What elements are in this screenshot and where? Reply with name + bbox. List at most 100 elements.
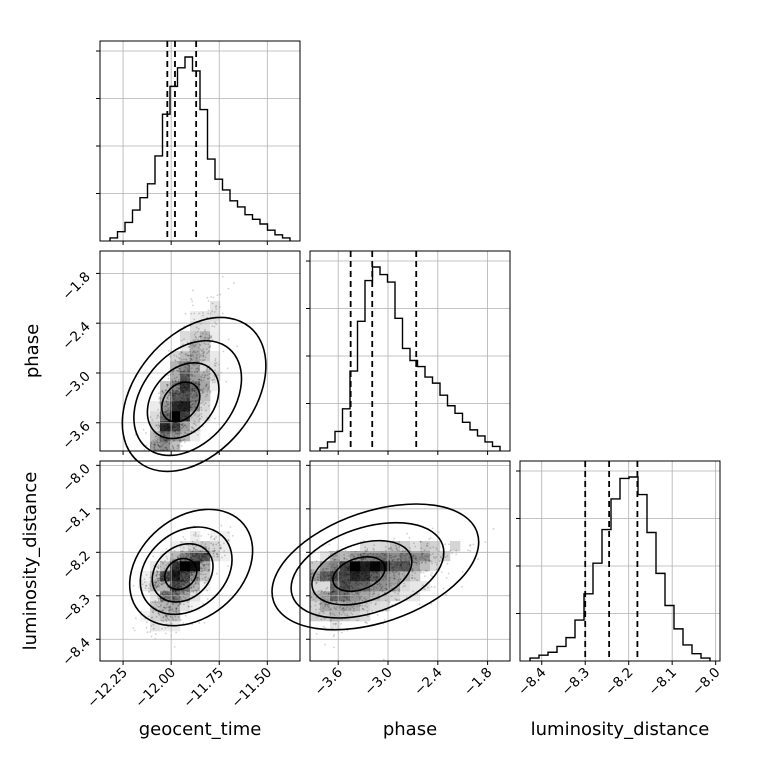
sample-point (173, 570, 176, 573)
sample-point (192, 289, 195, 292)
sample-point (178, 577, 180, 580)
sample-point (172, 572, 175, 575)
density-cell (210, 551, 221, 562)
sample-point (177, 444, 180, 447)
sample-point (178, 589, 181, 592)
sample-point (198, 555, 201, 558)
sample-point (194, 387, 196, 390)
sample-point (187, 370, 190, 372)
sample-point (155, 615, 158, 618)
sample-point (204, 374, 207, 376)
sample-point (184, 415, 186, 418)
sample-point (190, 563, 192, 566)
sample-point (179, 403, 182, 406)
sample-point (159, 576, 161, 579)
sample-point (172, 573, 175, 576)
sample-point (164, 614, 167, 617)
sample-point (183, 591, 186, 594)
sample-point (211, 550, 214, 553)
sample-point (157, 444, 160, 447)
sample-point (202, 555, 205, 558)
sample-point (165, 401, 168, 404)
sample-point (187, 570, 190, 573)
sample-point (167, 429, 170, 432)
sample-point (179, 426, 182, 429)
sample-point (219, 544, 222, 546)
sample-point (185, 560, 188, 563)
sample-point (178, 373, 181, 376)
sample-point (174, 402, 176, 405)
sample-point (187, 413, 189, 416)
sample-point (168, 561, 171, 564)
sample-point (181, 561, 184, 564)
sample-point (182, 391, 184, 394)
sample-point (181, 424, 184, 427)
sample-point (158, 609, 161, 611)
sample-point (179, 566, 182, 569)
sample-point (180, 351, 183, 353)
sample-point (191, 403, 193, 406)
sample-point (178, 576, 180, 578)
sample-point (194, 533, 197, 536)
sample-point (178, 554, 181, 557)
sample-point (192, 395, 195, 398)
sample-point (160, 583, 163, 586)
sample-point (181, 390, 184, 392)
sample-point (193, 318, 196, 321)
density-cell (160, 401, 171, 412)
sample-point (180, 579, 183, 582)
sample-point (163, 425, 166, 428)
sample-point (179, 586, 182, 589)
sample-point (189, 404, 191, 407)
sample-point (173, 575, 176, 578)
sample-point (192, 350, 195, 352)
sample-point (180, 370, 183, 373)
sample-point (183, 576, 186, 579)
sample-point (197, 559, 200, 562)
sample-point (175, 380, 178, 383)
sample-point (181, 568, 184, 571)
sample-point (196, 350, 199, 353)
sample-point (145, 584, 148, 587)
sample-point (193, 387, 196, 390)
sample-point (181, 405, 183, 407)
sample-point (190, 416, 193, 419)
sample-point (191, 566, 194, 569)
sample-point (180, 423, 183, 426)
sample-point (194, 336, 197, 338)
sample-point (184, 566, 186, 569)
sample-point (168, 576, 170, 579)
sample-point (199, 417, 202, 420)
sample-point (200, 573, 203, 576)
sample-point (176, 410, 179, 413)
sample-point (198, 418, 201, 421)
sample-point (195, 559, 198, 562)
sample-point (145, 584, 148, 587)
sample-point (177, 408, 180, 410)
sample-point (187, 367, 190, 370)
sample-point (194, 549, 197, 551)
sample-point (168, 390, 171, 393)
sample-point (180, 580, 183, 583)
sample-point (180, 571, 183, 574)
sample-point (164, 440, 167, 443)
sample-point (211, 325, 214, 328)
sample-point (169, 573, 171, 576)
sample-point (214, 375, 216, 378)
sample-point (181, 556, 184, 559)
sample-point (186, 577, 189, 580)
sample-point (156, 585, 159, 587)
sample-point (221, 275, 224, 278)
sample-point (142, 428, 145, 431)
sample-point (177, 432, 180, 435)
sample-point (162, 443, 164, 446)
sample-point (196, 354, 198, 356)
sample-point (333, 646, 335, 649)
sample-point (166, 577, 169, 580)
sample-point (210, 335, 213, 337)
sample-point (198, 561, 201, 563)
sample-point (203, 553, 206, 555)
sample-point (186, 419, 189, 422)
sample-point (175, 575, 178, 578)
sample-point (160, 600, 163, 603)
